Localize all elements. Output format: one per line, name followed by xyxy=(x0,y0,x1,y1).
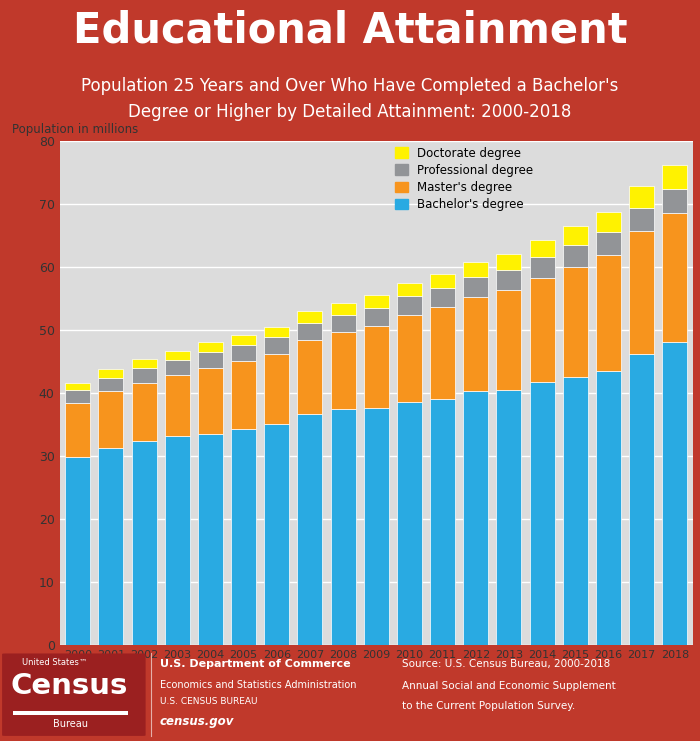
Bar xyxy=(231,362,256,429)
Bar xyxy=(596,212,621,232)
Bar xyxy=(99,448,123,645)
Text: Population in millions: Population in millions xyxy=(12,123,138,136)
Bar xyxy=(563,267,588,377)
Bar xyxy=(198,342,223,352)
Bar xyxy=(397,296,422,315)
Text: Bureau: Bureau xyxy=(52,719,88,728)
Bar xyxy=(563,226,588,245)
Text: census.gov: census.gov xyxy=(160,715,234,728)
Bar xyxy=(430,273,455,288)
Bar xyxy=(496,253,522,270)
Text: Educational Attainment: Educational Attainment xyxy=(73,9,627,51)
Bar xyxy=(265,327,289,337)
Bar xyxy=(530,382,554,645)
Bar xyxy=(198,368,223,433)
Bar xyxy=(364,308,388,326)
Bar xyxy=(496,270,522,290)
Bar xyxy=(596,371,621,645)
FancyBboxPatch shape xyxy=(2,654,146,736)
Bar xyxy=(330,315,356,332)
Bar xyxy=(132,382,157,441)
Text: Source: U.S. Census Bureau, 2000-2018: Source: U.S. Census Bureau, 2000-2018 xyxy=(402,659,610,669)
Bar xyxy=(298,323,323,340)
Bar xyxy=(231,336,256,345)
Bar xyxy=(430,307,455,399)
Bar xyxy=(65,391,90,403)
Bar xyxy=(298,413,323,645)
Bar xyxy=(629,353,654,645)
Bar xyxy=(265,337,289,353)
Bar xyxy=(298,340,323,413)
Bar xyxy=(364,326,388,408)
Bar xyxy=(463,277,488,297)
Bar xyxy=(65,382,90,391)
Bar xyxy=(99,370,123,378)
Bar xyxy=(13,711,128,715)
Bar xyxy=(563,377,588,645)
Bar xyxy=(364,408,388,645)
Text: Annual Social and Economic Supplement: Annual Social and Economic Supplement xyxy=(402,681,616,691)
Bar xyxy=(164,351,190,360)
Bar xyxy=(330,409,356,645)
Bar xyxy=(298,311,323,323)
Bar xyxy=(496,390,522,645)
Bar xyxy=(132,441,157,645)
Text: Economics and Statistics Administration: Economics and Statistics Administration xyxy=(160,680,356,690)
Text: U.S. Department of Commerce: U.S. Department of Commerce xyxy=(160,659,350,669)
Legend: Doctorate degree, Professional degree, Master's degree, Bachelor's degree: Doctorate degree, Professional degree, M… xyxy=(395,147,533,211)
Bar xyxy=(397,315,422,402)
Text: United States™: United States™ xyxy=(22,658,88,667)
Bar xyxy=(231,429,256,645)
Text: U.S. CENSUS BUREAU: U.S. CENSUS BUREAU xyxy=(160,697,257,706)
Bar xyxy=(530,239,554,257)
Bar xyxy=(164,436,190,645)
Bar xyxy=(364,295,388,308)
Bar xyxy=(164,375,190,436)
Bar xyxy=(231,345,256,362)
Bar xyxy=(198,352,223,368)
Bar xyxy=(530,257,554,278)
Bar xyxy=(463,391,488,645)
Bar xyxy=(265,353,289,424)
Bar xyxy=(629,231,654,353)
Bar xyxy=(662,342,687,645)
Bar xyxy=(596,255,621,371)
Bar xyxy=(265,424,289,645)
Bar xyxy=(662,165,687,189)
Bar xyxy=(596,232,621,255)
Bar xyxy=(629,207,654,231)
Text: to the Current Population Survey.: to the Current Population Survey. xyxy=(402,701,575,711)
Bar xyxy=(65,403,90,457)
Bar xyxy=(164,360,190,375)
Bar xyxy=(430,288,455,307)
Bar xyxy=(463,262,488,277)
Bar xyxy=(330,332,356,409)
Bar xyxy=(662,213,687,342)
Bar xyxy=(99,391,123,448)
Bar xyxy=(198,433,223,645)
Bar xyxy=(99,378,123,391)
Bar xyxy=(397,402,422,645)
Bar xyxy=(430,399,455,645)
Bar xyxy=(662,189,687,213)
Text: Population 25 Years and Over Who Have Completed a Bachelor's
Degree or Higher by: Population 25 Years and Over Who Have Co… xyxy=(81,76,619,121)
Bar xyxy=(463,297,488,391)
Bar xyxy=(330,302,356,315)
Bar xyxy=(530,278,554,382)
Text: Census: Census xyxy=(10,673,128,700)
Bar xyxy=(65,457,90,645)
Bar xyxy=(132,359,157,368)
Bar xyxy=(397,282,422,296)
Bar xyxy=(132,368,157,382)
Bar xyxy=(629,185,654,207)
Bar xyxy=(563,245,588,267)
Bar xyxy=(496,290,522,390)
